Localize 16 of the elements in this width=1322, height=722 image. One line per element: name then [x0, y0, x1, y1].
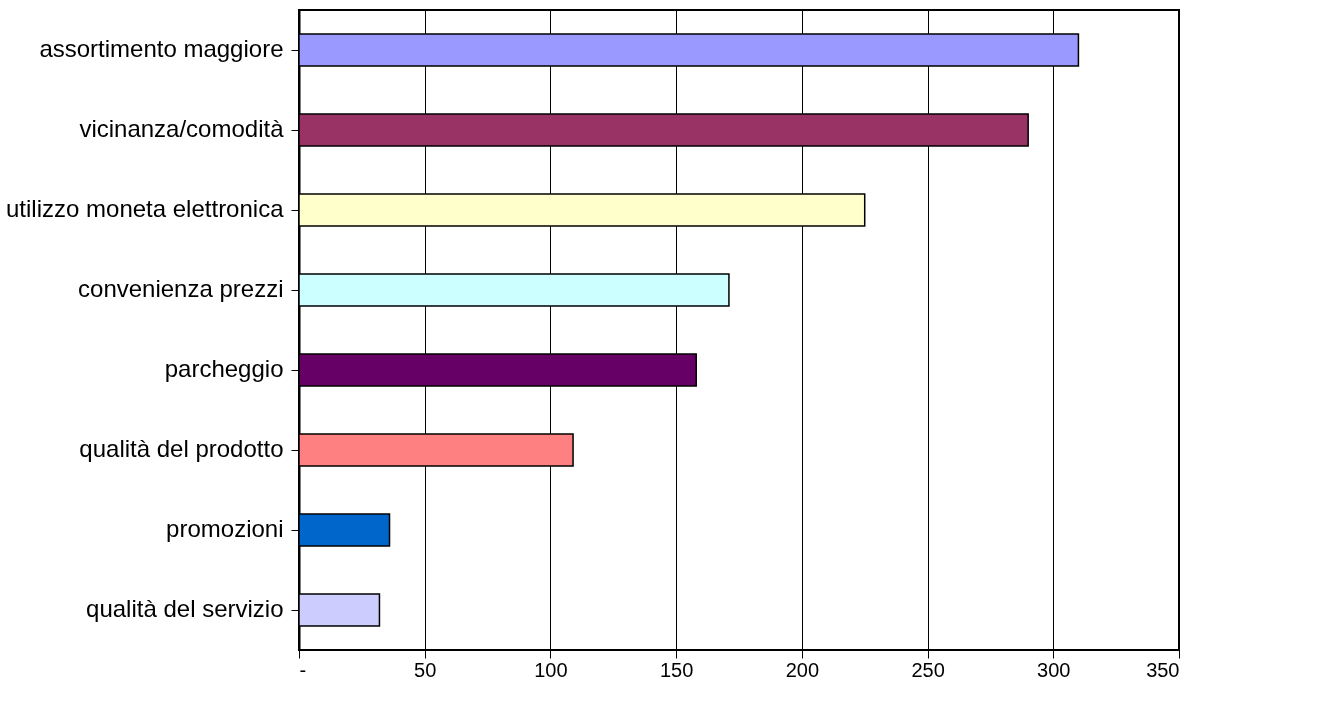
- y-tick-label: parcheggio: [164, 355, 284, 382]
- y-tick-label: convenienza prezzi: [78, 275, 284, 302]
- x-tick-label: 350: [1146, 658, 1180, 681]
- x-tick-label: 50: [414, 658, 437, 681]
- x-tick-label: 300: [1037, 658, 1071, 681]
- x-tick-label: 150: [659, 658, 694, 681]
- y-tick-label: qualità del prodotto: [79, 435, 284, 462]
- x-tick-label: 200: [785, 658, 820, 681]
- y-tick-label: promozioni: [166, 515, 284, 542]
- x-tick-label: 100: [534, 658, 568, 681]
- x-tick-label: -: [299, 658, 307, 681]
- y-tick-label: qualità del servizio: [86, 595, 284, 622]
- y-tick-label: assortimento maggiore: [39, 35, 284, 62]
- x-tick-label: 250: [911, 658, 945, 681]
- y-tick-label: vicinanza/comodità: [79, 115, 285, 142]
- y-tick-label: utilizzo moneta elettronica: [6, 195, 285, 222]
